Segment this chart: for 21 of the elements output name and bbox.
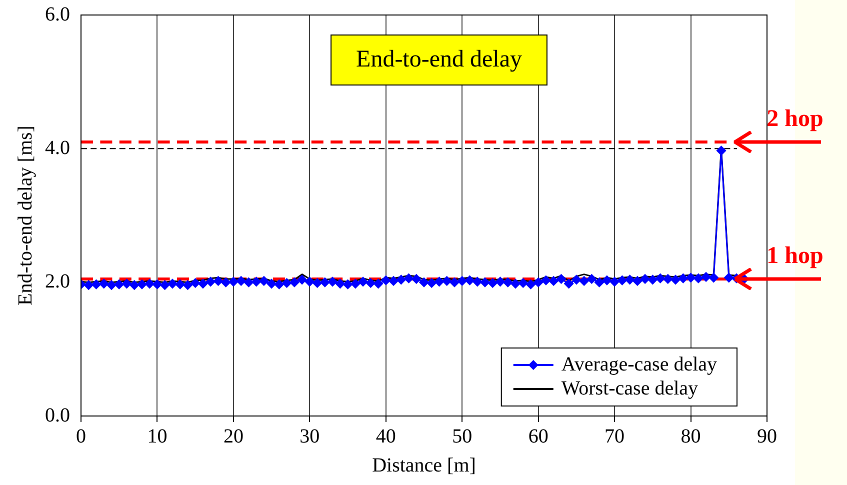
x-tick-label: 30 xyxy=(300,425,320,448)
x-tick-label: 90 xyxy=(757,425,777,448)
y-tick-label: 0.0 xyxy=(45,404,70,426)
ref-line-label: 2 hop xyxy=(766,106,824,132)
y-tick-label: 2.0 xyxy=(45,270,70,293)
x-axis-title: Distance [m] xyxy=(372,454,476,476)
x-tick-label: 10 xyxy=(147,425,168,448)
x-tick-label: 40 xyxy=(376,425,396,448)
x-tick-label: 70 xyxy=(604,425,625,448)
x-tick-label: 50 xyxy=(452,425,472,448)
x-tick-label: 60 xyxy=(528,425,548,448)
ref-line-label: 1 hop xyxy=(766,243,824,270)
text: End-to-end delay xyxy=(356,46,522,72)
legend-label: Worst-case delay xyxy=(561,377,698,400)
legend-label: Average-case delay xyxy=(561,353,718,376)
x-tick-label: 0 xyxy=(76,425,86,448)
x-tick-label: 80 xyxy=(680,425,701,448)
y-axis-title: End-to-end delay [ms] xyxy=(14,126,36,306)
x-tick-label: 20 xyxy=(223,425,244,448)
y-tick-label: 4.0 xyxy=(45,136,70,159)
y-tick-label: 6.0 xyxy=(45,3,70,26)
